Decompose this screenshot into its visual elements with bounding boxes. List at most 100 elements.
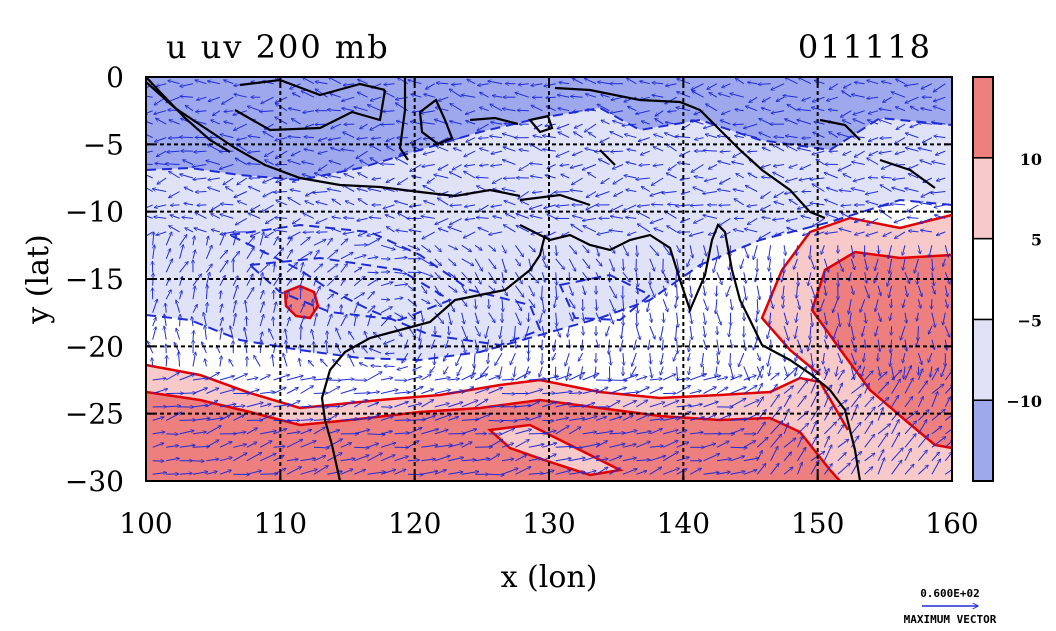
wind-vector [786, 145, 798, 152]
wind-vector [327, 189, 341, 192]
wind-vector [235, 217, 248, 225]
wind-vector [572, 216, 583, 219]
wind-vector [461, 95, 476, 98]
wind-vector [461, 258, 474, 266]
wind-vector [934, 136, 946, 138]
wind-vector [421, 258, 433, 266]
wind-vector [691, 83, 704, 90]
wind-vector [734, 199, 745, 206]
wind-vector [854, 217, 865, 222]
wind-vector [771, 285, 772, 299]
wind-vector [854, 82, 865, 83]
wind-vector [384, 366, 395, 367]
wind-vector [211, 120, 221, 125]
wind-vector [180, 96, 194, 97]
wind-vector [358, 79, 368, 85]
wind-vector [920, 230, 932, 232]
wind-vector [584, 78, 597, 85]
wind-vector [409, 230, 422, 233]
wind-vector [828, 110, 838, 111]
wind-vector [878, 353, 879, 361]
wind-vector [556, 150, 570, 157]
wind-vector [474, 258, 482, 271]
wind-vector [305, 123, 315, 127]
wind-vector [155, 163, 167, 164]
wind-vector [582, 258, 590, 269]
wind-vector [222, 96, 234, 104]
wind-vector [492, 96, 503, 98]
wind-vector [785, 119, 798, 125]
wind-vector [354, 245, 367, 246]
wind-vector [194, 151, 207, 152]
wind-vector [598, 82, 610, 84]
wind-vector [303, 232, 314, 233]
y-tick-label: −5 [83, 128, 124, 161]
wind-vector [762, 96, 771, 102]
wind-vector [153, 232, 154, 246]
wind-vector [232, 251, 239, 260]
wind-vector [250, 204, 261, 211]
wind-vector [342, 96, 355, 101]
wind-vector [453, 148, 462, 152]
wind-vector [385, 215, 395, 219]
wind-vector [153, 245, 155, 259]
wind-vector [219, 250, 228, 260]
wind-vector [878, 119, 892, 125]
wind-vector [369, 145, 382, 152]
wind-vector [891, 299, 892, 308]
wind-vector [397, 177, 409, 185]
wind-vector [541, 258, 547, 268]
wind-vector [146, 215, 153, 219]
wind-vector [154, 110, 167, 114]
wind-vector [358, 199, 368, 206]
wind-vector [545, 231, 556, 237]
wind-vector [614, 191, 624, 197]
wind-vector [902, 245, 906, 255]
wind-vector [275, 137, 288, 141]
wind-vector [892, 178, 906, 180]
wind-vector [574, 123, 583, 128]
y-tick-label: −10 [65, 196, 124, 229]
wind-vector [676, 258, 680, 273]
wind-vector [452, 164, 462, 170]
wind-vector [784, 245, 786, 255]
wind-vector [477, 123, 489, 131]
wind-vector [206, 160, 221, 165]
wind-vector [894, 217, 906, 222]
colorbar-segment [972, 399, 994, 482]
wind-vector [888, 245, 893, 258]
wind-vector [636, 245, 637, 256]
wind-vector [624, 175, 637, 179]
x-axis-label: x (lon) [501, 560, 598, 595]
wind-vector [798, 77, 812, 85]
wind-vector [626, 162, 637, 165]
wind-vector [706, 104, 718, 112]
wind-vector [923, 177, 933, 183]
wind-vector [582, 217, 597, 220]
wind-vector [717, 326, 718, 335]
wind-vector [622, 245, 628, 256]
wind-vector [769, 258, 771, 271]
wind-vector [732, 162, 744, 165]
wind-vector [357, 92, 368, 98]
wind-vector [450, 205, 462, 206]
wind-vector [370, 158, 382, 165]
wind-vector [753, 245, 758, 259]
wind-vector [480, 92, 489, 98]
wind-vector [264, 150, 274, 156]
wind-vector [530, 176, 543, 178]
wind-vector [881, 81, 892, 85]
wind-vector [570, 164, 583, 169]
wind-vector [907, 217, 919, 218]
wind-vector [891, 326, 892, 335]
wind-vector [447, 258, 456, 266]
wind-vector [291, 119, 301, 125]
wind-vector [637, 224, 651, 233]
wind-vector [761, 108, 771, 112]
wind-vector [747, 217, 758, 224]
wind-vector [211, 214, 221, 219]
wind-vector [146, 150, 153, 153]
wind-vector [331, 148, 341, 152]
wind-vector [169, 226, 180, 233]
wind-vector [654, 134, 664, 139]
